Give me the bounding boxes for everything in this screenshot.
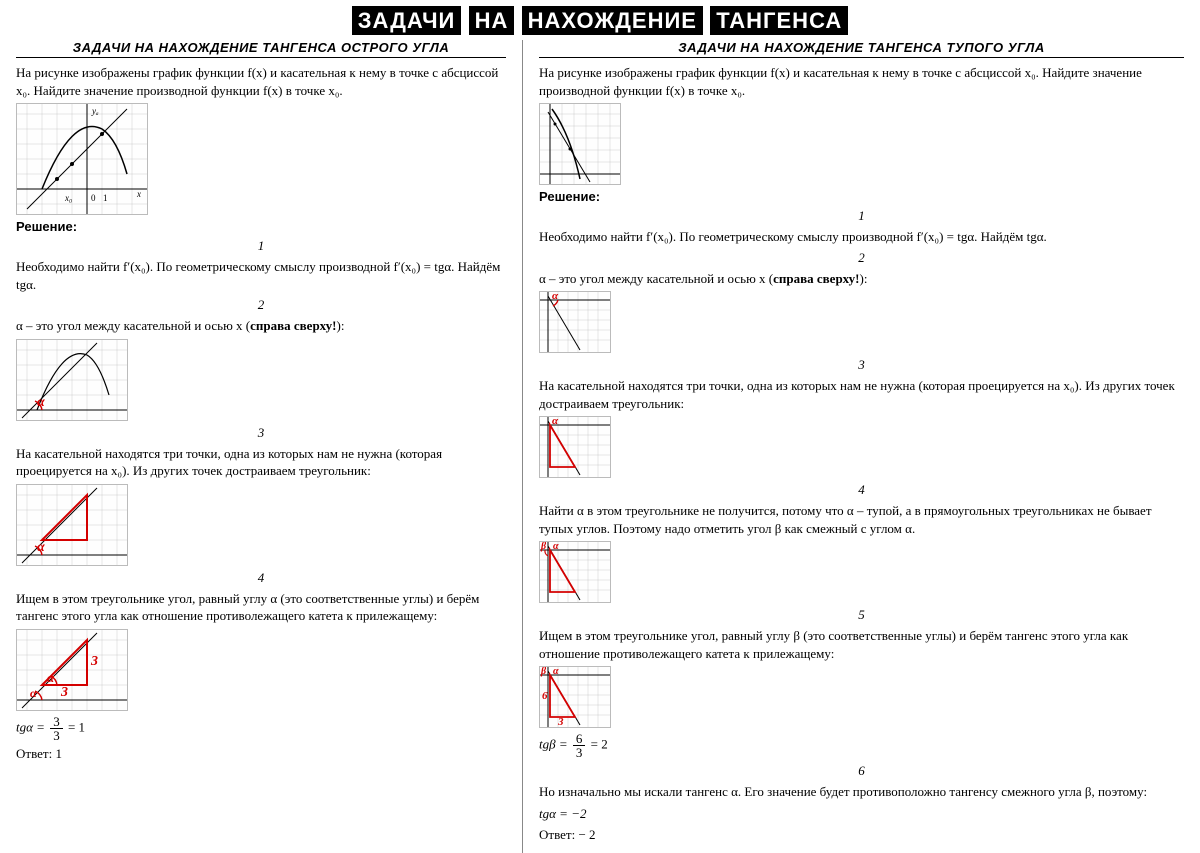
svg-text:α: α (47, 670, 55, 685)
frac-top: 6 (573, 732, 586, 746)
graph-step3-acute: α (16, 484, 128, 566)
tg-result: = 2 (591, 737, 608, 752)
step4-text: Найти α в этом треугольнике не получится… (539, 502, 1184, 537)
svg-text:x₀: x₀ (64, 193, 72, 203)
svg-text:6: 6 (542, 690, 548, 702)
svg-text:3: 3 (60, 685, 68, 700)
step-number: 1 (539, 208, 1184, 224)
solve-label: Решение: (16, 219, 506, 234)
step-number: 2 (539, 250, 1184, 266)
page-title: ЗАДАЧИ НА НАХОЖДЕНИЕ ТАНГЕНСА (0, 8, 1200, 34)
tg-label: tgα = (16, 719, 45, 734)
answer: Ответ: 1 (16, 746, 506, 762)
step3-text: На касательной находятся три точки, одна… (16, 445, 506, 480)
step2-a: α – это угол между касательной и осью x … (16, 318, 250, 333)
step-number: 4 (539, 482, 1184, 498)
svg-text:0: 0 (91, 193, 96, 203)
subtitle-obtuse: ЗАДАЧИ НА НАХОЖДЕНИЕ ТАНГЕНСА ТУПОГО УГЛ… (539, 40, 1184, 58)
step1-text: Необходимо найти f′(x₀). По геометрическ… (539, 228, 1184, 246)
problem-text: На рисунке изображены график функции f(x… (539, 64, 1184, 99)
solve-label: Решение: (539, 189, 1184, 204)
graph-step2-acute: α (16, 339, 128, 421)
step2-b: справа сверху! (250, 318, 336, 333)
graph-step3-obtuse: α (539, 416, 611, 478)
title-word: ЗАДАЧИ (352, 6, 462, 35)
step2-text: α – это угол между касательной и осью x … (539, 270, 1184, 288)
svg-text:α: α (553, 667, 559, 677)
tg-equation: tgα = 33 = 1 (16, 715, 506, 742)
svg-text:1: 1 (103, 193, 108, 203)
answer: Ответ: − 2 (539, 827, 1184, 843)
step3-text: На касательной находятся три точки, одна… (539, 377, 1184, 412)
step5-text: Ищем в этом треугольнике угол, равный уг… (539, 627, 1184, 662)
svg-text:3: 3 (557, 716, 564, 727)
graph-main-acute: x₀ 01 x yₐ (16, 103, 148, 215)
tg-equation: tgβ = 63 = 2 (539, 732, 1184, 759)
svg-text:β: β (540, 667, 547, 677)
svg-text:α: α (30, 686, 37, 700)
svg-text:α: α (552, 292, 559, 302)
step-number: 2 (16, 297, 506, 313)
svg-text:α: α (552, 417, 559, 427)
svg-text:α: α (37, 395, 45, 410)
svg-text:β: β (540, 542, 547, 552)
graph-step4-obtuse: β α (539, 541, 611, 603)
graph-step5-obtuse: β α 6 3 (539, 666, 611, 728)
step4-text: Ищем в этом треугольнике угол, равный уг… (16, 590, 506, 625)
subtitle-acute: ЗАДАЧИ НА НАХОЖДЕНИЕ ТАНГЕНСА ОСТРОГО УГ… (16, 40, 506, 58)
step6-text: Но изначально мы искали тангенс α. Его з… (539, 783, 1184, 801)
graph-main-obtuse (539, 103, 621, 185)
problem-text: На рисунке изображены график функции f(x… (16, 64, 506, 99)
svg-text:yₐ: yₐ (91, 106, 99, 116)
frac-bot: 3 (573, 746, 586, 759)
step-number: 4 (16, 570, 506, 586)
step-number: 6 (539, 763, 1184, 779)
column-obtuse: ЗАДАЧИ НА НАХОЖДЕНИЕ ТАНГЕНСА ТУПОГО УГЛ… (523, 40, 1200, 853)
graph-step2-obtuse: α (539, 291, 611, 353)
title-word: НАХОЖДЕНИЕ (522, 6, 703, 35)
graph-step4-acute: α 3 3 α (16, 629, 128, 711)
columns: ЗАДАЧИ НА НАХОЖДЕНИЕ ТАНГЕНСА ОСТРОГО УГ… (0, 40, 1200, 853)
svg-text:3: 3 (90, 654, 98, 669)
step2-text: α – это угол между касательной и осью x … (16, 317, 506, 335)
tg-alpha-final: tgα = −2 (539, 805, 1184, 823)
step-number: 1 (16, 238, 506, 254)
title-word: НА (469, 6, 515, 35)
step-number: 3 (16, 425, 506, 441)
step2-c: ): (337, 318, 345, 333)
frac-top: 3 (50, 715, 63, 729)
step-number: 5 (539, 607, 1184, 623)
step1-text: Необходимо найти f′(x₀). По геометрическ… (16, 258, 506, 293)
step2-c: ): (860, 271, 868, 286)
step2-b: справа сверху! (773, 271, 859, 286)
tg-label: tgβ = (539, 737, 568, 752)
column-acute: ЗАДАЧИ НА НАХОЖДЕНИЕ ТАНГЕНСА ОСТРОГО УГ… (0, 40, 523, 853)
svg-text:α: α (553, 542, 559, 552)
tg-result: = 1 (68, 719, 85, 734)
frac-bot: 3 (50, 729, 63, 742)
title-word: ТАНГЕНСА (710, 6, 848, 35)
step-number: 3 (539, 357, 1184, 373)
svg-text:α: α (37, 540, 45, 555)
step2-a: α – это угол между касательной и осью x … (539, 271, 773, 286)
svg-text:x: x (136, 189, 141, 199)
